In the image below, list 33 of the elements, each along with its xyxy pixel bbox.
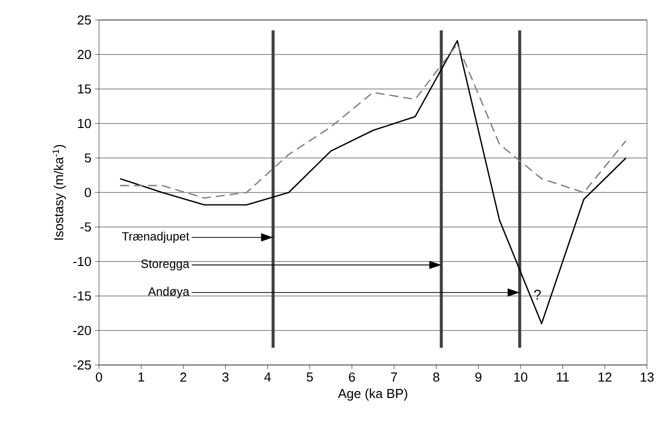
x-tick-label: 5 xyxy=(306,372,313,382)
y-tick-label: 5 xyxy=(84,153,91,163)
x-tick-label: 13 xyxy=(640,372,654,382)
line-series xyxy=(119,40,627,324)
x-tick-label: 1 xyxy=(138,372,144,382)
x-tick-label: 12 xyxy=(598,372,612,382)
y-tick-label: 10 xyxy=(78,118,91,128)
x-tick-label: 6 xyxy=(348,372,355,382)
annotation: ? xyxy=(534,290,541,300)
x-tick-label: 0 xyxy=(96,372,102,382)
y-tick-label: -15 xyxy=(73,291,91,301)
line-series xyxy=(119,43,627,199)
annotation: Andøya xyxy=(148,286,190,298)
y-tick-label: 15 xyxy=(78,84,91,94)
x-axis-title: Age (ka BP) xyxy=(338,388,408,401)
y-tick-label: -25 xyxy=(73,360,91,370)
y-tick-label: 25 xyxy=(78,15,91,25)
y-tick-label: -20 xyxy=(73,326,91,336)
y-tick-label: -10 xyxy=(73,256,91,266)
x-tick-label: 10 xyxy=(514,372,528,382)
x-tick-label: 3 xyxy=(222,372,229,382)
x-tick-label: 9 xyxy=(475,372,482,382)
x-tick-label: 2 xyxy=(180,372,186,382)
x-tick-label: 7 xyxy=(391,372,398,382)
y-tick-label: 20 xyxy=(78,50,91,60)
annotation: Storegga xyxy=(141,260,190,270)
x-tick-label: 4 xyxy=(264,372,271,382)
x-tick-label: 11 xyxy=(556,372,569,382)
x-tick-label: 8 xyxy=(433,372,440,382)
y-tick-label: 0 xyxy=(84,188,91,198)
y-tick-label: -5 xyxy=(80,222,91,232)
annotation: Trænadjupet xyxy=(122,232,190,243)
y-axis-title: Isostasy (m/ka$^{-1}$) xyxy=(52,144,66,240)
